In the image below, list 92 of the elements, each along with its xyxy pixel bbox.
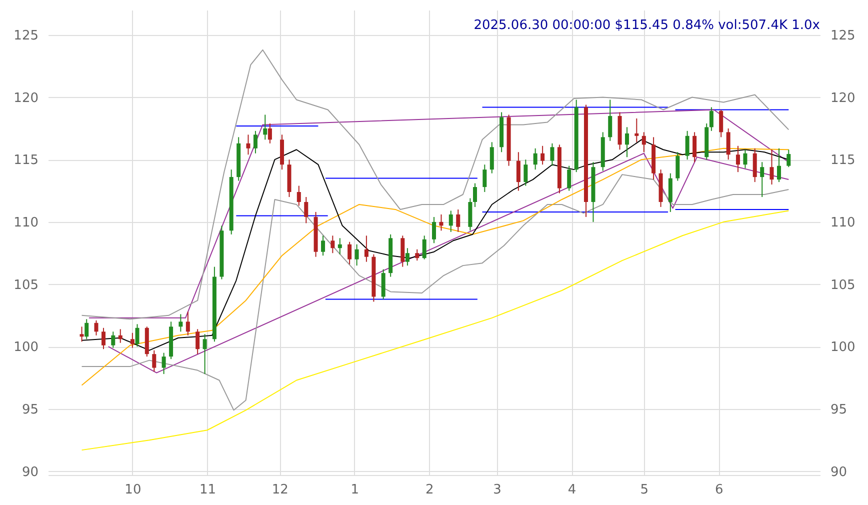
candlestick [111,331,116,348]
candlestick [381,268,386,300]
candlestick [268,122,272,144]
candlestick [80,326,84,342]
text: 2025.06.30 00:00:00 $115.45 0.84% vol:507.4K 1.0x [474,18,820,33]
candlestick [736,145,740,173]
y2-tick-label: 125 [830,28,856,44]
y-tick-label: 120 [14,90,38,106]
candlestick [786,149,791,168]
x-tick-label: 11 [199,482,216,498]
candlestick [770,149,774,186]
y-tick-label: 125 [14,28,38,44]
candlestick [400,235,405,268]
x-tick-label: 10 [124,482,142,498]
candlestick [178,314,183,332]
candlestick [719,109,724,138]
y-tick-label: 95 [22,402,38,418]
candlestick [130,332,134,348]
candlestick [422,235,426,260]
y-tick-label: 105 [14,278,38,293]
candlestick [668,172,672,212]
candlestick [354,244,359,266]
candlestick [135,324,140,348]
candlestick [540,145,545,166]
y-tick-label: 100 [14,340,38,356]
y2-tick-label: 120 [830,90,856,106]
candlestick [490,142,494,174]
y2-tick-label: 115 [830,153,856,168]
x-tick-label: 12 [272,482,288,498]
candlestick [760,162,764,198]
candlestick [550,142,554,166]
candlestick [348,241,352,265]
candlestick [676,152,680,182]
y2-tick-label: 105 [830,278,856,293]
x-tick-label: 1 [350,482,360,498]
candlestick [533,148,538,170]
candlestick [304,196,308,224]
line-series [81,49,790,320]
candlestick [186,311,190,336]
y2-tick-label: 95 [830,402,848,418]
candlestick [330,235,335,254]
candlestick [253,130,258,154]
candlestick [625,126,629,158]
candlestick [634,118,639,143]
candlestick [263,114,268,140]
candlestick [524,159,528,186]
candlestick [202,334,207,375]
candlestick [321,235,326,256]
x-tick-label: 3 [493,482,502,498]
candlestick [752,148,757,183]
candlestick [296,185,301,206]
candlestick [456,208,460,232]
x-tick-label: 5 [640,482,649,498]
candlestick [405,248,410,266]
candlestick [415,248,420,262]
candlestick [726,128,730,160]
candlestick [685,130,690,160]
y2-tick-label: 110 [830,215,856,230]
candlestick [692,132,697,163]
candlestick [432,216,436,244]
line-series [88,109,790,318]
line-series [81,174,790,411]
candlestick [118,328,122,344]
y-tick-label: 115 [14,153,38,168]
y-tick-label: 110 [14,215,38,230]
candlestick [516,152,520,192]
x-tick-label: 2 [426,482,434,498]
candlestick [94,320,98,336]
candlestick [743,149,748,169]
candlestick [246,134,250,156]
candlestick [152,350,156,372]
candlestick [567,165,572,192]
candlestick [101,327,106,350]
candlestick [642,132,646,153]
candlestick [338,238,342,255]
candlestick [448,210,453,232]
candlestick [364,235,368,262]
y-tick-label: 90 [22,464,38,480]
candlestick [439,214,444,232]
candlestick [162,352,166,375]
x-tick-label: 6 [715,482,724,498]
candlestick [473,182,478,208]
candlestick [482,164,487,193]
y2-tick-label: 100 [830,340,856,356]
line-series [81,210,790,451]
candlestick [776,148,781,183]
x-tick-label: 4 [568,482,576,498]
y2-tick-label: 90 [830,464,848,480]
candlestick [84,318,89,340]
candlestick [608,99,612,142]
candlestick [196,328,200,355]
candlestick [709,106,714,132]
